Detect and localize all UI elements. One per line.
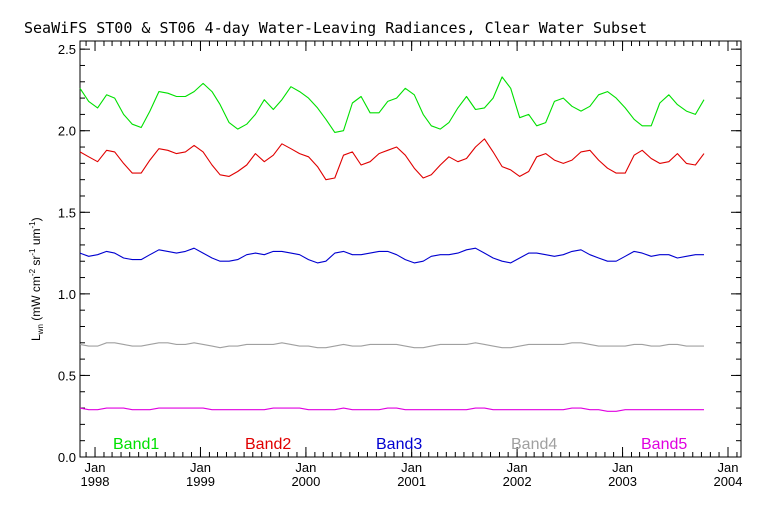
y-axis-label: Lwn (mW cm-2 sr-1 um-1) [28,217,45,341]
x-tick-year: 2001 [397,474,426,489]
x-tick-month: Jan [507,460,528,475]
plot-border [79,40,742,458]
series-line-band5 [79,407,704,412]
series-line-band3 [79,247,704,264]
legend-item-band2: Band2 [245,436,291,453]
chart-title: SeaWiFS ST00 & ST06 4-day Water-Leaving … [24,19,647,37]
x-tick-month: Jan [190,460,211,475]
legend-item-band3: Band3 [376,436,422,453]
series-lines [79,76,705,412]
x-tick-month: Jan [401,460,422,475]
x-tick-year: 2000 [291,474,320,489]
y-tick-label: 0.0 [58,450,76,465]
x-tick-month: Jan [295,460,316,475]
legend-item-band1: Band1 [113,436,159,453]
legend-item-band4: Band4 [511,436,557,453]
x-tick-year: 2002 [503,474,532,489]
y-tick-label: 2.0 [58,124,76,139]
y-tick-label: 1.5 [58,205,76,220]
y-tick-label: 2.5 [58,42,76,57]
series-line-band2 [79,138,705,181]
y-tick-label: 1.0 [58,287,76,302]
x-tick-year: 2003 [608,474,637,489]
y-tick-label: 0.5 [58,368,76,383]
x-axis: Jan1998Jan1999Jan2000Jan2001Jan2002Jan20… [81,41,743,489]
legend-item-band5: Band5 [641,436,687,453]
x-tick-month: Jan [85,460,106,475]
plot-frame [79,40,742,458]
x-tick-month: Jan [718,460,739,475]
legend: Band1 Band2 Band3 Band4 Band5 [113,436,687,453]
series-line-band1 [79,76,705,133]
series-line-band4 [79,342,704,349]
x-tick-year: 1999 [186,474,215,489]
y-axis: 0.0 0.5 1.0 1.5 2.0 2.5 [58,42,741,465]
x-tick-year: 2004 [714,474,743,489]
x-tick-month: Jan [612,460,633,475]
x-tick-year: 1998 [81,474,110,489]
